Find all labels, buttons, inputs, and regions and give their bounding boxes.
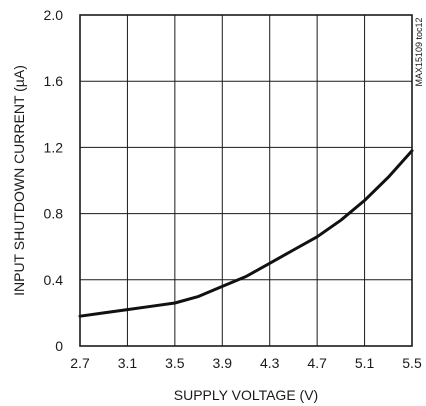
- x-tick-labels: 2.7 3.1 3.5 3.9 4.3 4.7 5.1 5.5: [70, 355, 422, 371]
- series-layer: [78, 149, 414, 318]
- series-line-0: [78, 149, 414, 318]
- x-tick-label: 2.7: [70, 355, 90, 371]
- y-tick-label: 0: [55, 338, 63, 354]
- x-tick-label: 4.3: [260, 355, 280, 371]
- y-tick-labels: 0 0.4 0.8 1.2 1.6 2.0: [44, 7, 64, 354]
- y-tick-label: 2.0: [44, 7, 64, 23]
- x-tick-label: 4.7: [307, 355, 327, 371]
- plot-frame: [79, 14, 413, 347]
- x-tick-label: 3.1: [118, 355, 138, 371]
- y-tick-label: 0.4: [44, 272, 64, 288]
- x-tick-label: 3.5: [165, 355, 185, 371]
- x-tick-label: 5.5: [402, 355, 422, 371]
- y-axis-title: INPUT SHUTDOWN CURRENT (µA): [11, 65, 27, 296]
- x-axis-title: SUPPLY VOLTAGE (V): [174, 387, 318, 403]
- x-tick-label: 5.1: [355, 355, 375, 371]
- x-tick-label: 3.9: [213, 355, 233, 371]
- y-tick-label: 0.8: [44, 206, 64, 222]
- y-tick-label: 1.2: [44, 139, 64, 155]
- grid-lines: [79, 14, 413, 347]
- y-tick-label: 1.6: [44, 73, 64, 89]
- figure-id-note: MAX15109 toc12: [414, 17, 424, 86]
